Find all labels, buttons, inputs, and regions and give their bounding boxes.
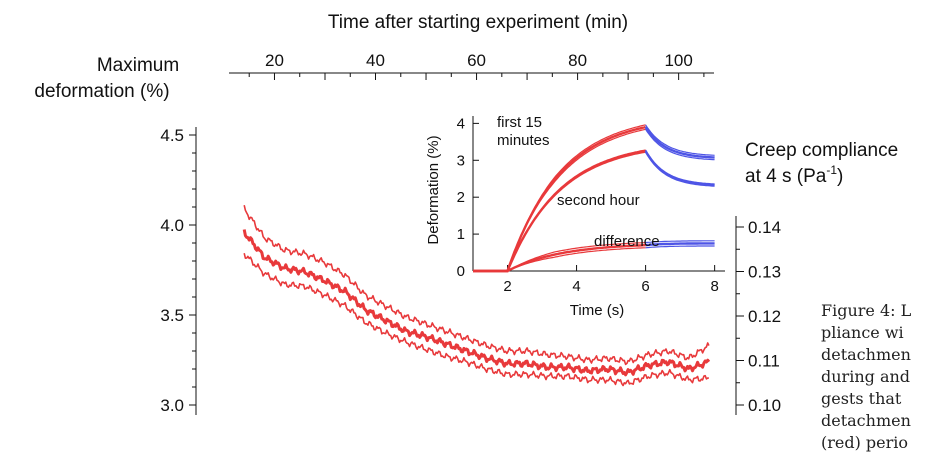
inset-x-tick-label: 8 xyxy=(710,278,718,295)
right-axis-tick-label: 0.12 xyxy=(748,307,781,326)
right-axis-tick-label: 0.14 xyxy=(748,218,781,237)
caption-line: during and xyxy=(821,367,911,386)
inset-y-axis-title: Deformation (%) xyxy=(425,135,442,244)
caption-line: Figure 4: L xyxy=(821,301,912,320)
inset-chart: Deformation (%) 2 4 6 8 0 1 2 3 4 Time (s) first… xyxy=(425,114,725,319)
right-axis-title-prefix: at 4 s (Pa xyxy=(745,166,827,187)
caption-line: detachmen xyxy=(821,345,911,364)
inset-series-first-15-minutes-rise xyxy=(473,124,646,272)
inset-x-tick-label: 2 xyxy=(503,278,511,295)
left-axis-tick-label: 4.5 xyxy=(160,126,184,145)
right-axis-ticks: 0.14 0.13 0.12 0.11 0.10 xyxy=(736,218,781,415)
inset-series-second-hour-relax xyxy=(644,150,715,187)
top-axis-title: Time after starting experiment (min) xyxy=(328,12,628,33)
top-axis-tick-label: 80 xyxy=(568,51,587,70)
right-axis-title-line1: Creep compliance xyxy=(745,140,898,161)
main-series-mean xyxy=(242,229,711,377)
inset-ticks: 2 4 6 8 0 1 2 3 4 xyxy=(457,115,719,295)
left-axis-tick-label: 3.0 xyxy=(160,396,184,415)
inset-x-tick-label: 4 xyxy=(572,278,580,295)
right-axis-tick-label: 0.10 xyxy=(748,396,781,415)
caption-line: pliance wi xyxy=(821,323,904,342)
inset-series-first-15-minutes-relax xyxy=(645,128,715,161)
top-axis-ticks: 20 40 60 80 100 xyxy=(248,51,705,80)
inset-y-tick-label: 4 xyxy=(457,115,465,132)
top-axis-tick-label: 60 xyxy=(467,51,486,70)
right-axis-tick-label: 0.13 xyxy=(748,263,781,282)
main-series-upper-band xyxy=(243,205,710,366)
annotation-second-hour: second hour xyxy=(557,192,640,209)
inset-series-difference-relax xyxy=(645,240,715,244)
caption-line: detachmen xyxy=(821,411,911,430)
inset-y-tick-label: 3 xyxy=(457,152,465,169)
left-axis-tick-label: 4.0 xyxy=(160,216,184,235)
inset-series-difference-rise xyxy=(473,242,646,272)
inset-series-first-15-minutes-relax xyxy=(644,126,715,159)
left-axis-title-line2: deformation (%) xyxy=(34,81,169,102)
top-axis-tick-label: 20 xyxy=(265,51,284,70)
top-axis-tick-label: 100 xyxy=(664,51,692,70)
main-series-lower-band xyxy=(243,253,709,387)
left-axis-title-line1: Maximum xyxy=(97,55,179,76)
inset-series-difference-relax xyxy=(645,245,715,249)
annotation-first-15-line1: first 15 xyxy=(497,114,542,131)
inset-series-group xyxy=(473,124,715,273)
right-axis-title-line2: at 4 s (Pa-1) xyxy=(745,163,843,187)
left-axis-ticks: 4.5 4.0 3.5 3.0 xyxy=(160,126,196,415)
annotation-difference: difference xyxy=(594,233,660,250)
inset-y-tick-label: 2 xyxy=(457,189,465,206)
inset-x-axis-title: Time (s) xyxy=(570,302,624,319)
inset-series-second-hour-rise xyxy=(473,149,646,272)
right-axis-title-suffix: ) xyxy=(837,166,843,187)
right-axis-tick-label: 0.11 xyxy=(748,352,780,371)
top-axis-tick-label: 40 xyxy=(366,51,385,70)
annotation-first-15-line2: minutes xyxy=(497,132,550,149)
inset-series-first-15-minutes-relax xyxy=(645,124,715,156)
main-series-group xyxy=(242,205,711,387)
inset-series-second-hour-relax xyxy=(645,149,715,185)
main-chart: Time after starting experiment (min) 20 4… xyxy=(34,12,898,415)
right-axis-title-sup: -1 xyxy=(826,163,837,177)
figure-caption: Figure 4: L pliance wi detachmen during … xyxy=(821,300,944,454)
inset-x-tick-label: 6 xyxy=(641,278,649,295)
caption-line: gests that xyxy=(821,389,902,408)
caption-line: (red) perio xyxy=(821,433,909,452)
inset-series-difference-relax xyxy=(645,242,715,247)
left-axis-tick-label: 3.5 xyxy=(160,306,184,325)
inset-y-tick-label: 0 xyxy=(457,263,465,280)
inset-y-tick-label: 1 xyxy=(457,226,465,243)
